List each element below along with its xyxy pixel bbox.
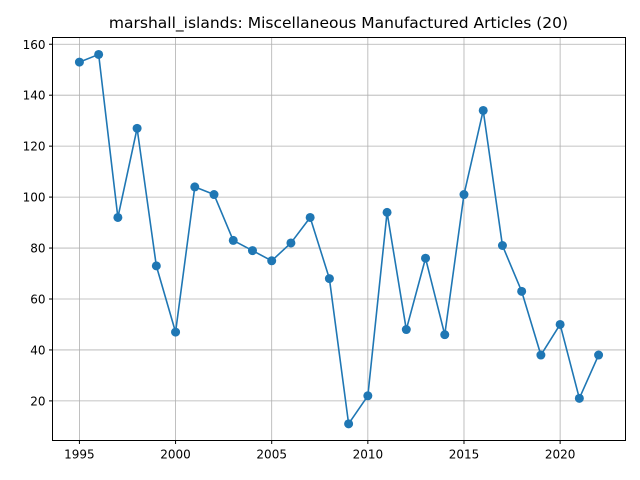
plot-frame <box>52 37 626 441</box>
data-point <box>113 212 123 222</box>
data-point <box>324 274 334 284</box>
data-point <box>305 212 315 222</box>
data-point <box>555 319 565 329</box>
y-tick-label: 120 <box>23 140 46 154</box>
data-point <box>228 235 238 245</box>
data-point <box>459 190 469 200</box>
data-point <box>421 253 431 263</box>
x-tick-label: 1995 <box>64 448 95 462</box>
x-tick-label: 2000 <box>160 448 191 462</box>
x-tick-label: 2010 <box>353 448 384 462</box>
data-point <box>574 393 584 403</box>
data-point <box>401 325 411 335</box>
axes: 1995 2000 2005 2010 2015 20202040608010012014… <box>23 38 576 462</box>
y-tick-label: 80 <box>30 242 45 256</box>
grid <box>52 37 626 441</box>
y-tick-label: 140 <box>23 89 46 103</box>
data-point <box>478 105 488 115</box>
data-point <box>363 391 373 401</box>
x-tick-label: 2005 <box>256 448 287 462</box>
series-layer <box>74 49 604 429</box>
data-point <box>440 330 450 340</box>
chart-title: marshall_islands: Miscellaneous Manufact… <box>109 14 568 33</box>
data-point <box>132 123 142 133</box>
data-point <box>74 57 84 67</box>
data-point <box>382 207 392 217</box>
data-point <box>209 190 219 200</box>
data-point <box>171 327 181 337</box>
y-tick-label: 160 <box>23 38 46 52</box>
data-point <box>267 256 277 266</box>
data-point <box>190 182 200 192</box>
series-line <box>79 53 600 425</box>
x-tick-label: 2015 <box>449 448 480 462</box>
y-tick-label: 20 <box>30 394 45 408</box>
data-point <box>94 49 104 59</box>
data-point <box>594 350 604 360</box>
data-point <box>517 286 527 296</box>
y-tick-label: 40 <box>30 343 45 357</box>
x-tick-label: 2020 <box>545 448 576 462</box>
data-point <box>286 238 296 248</box>
data-point <box>247 246 257 256</box>
data-point <box>497 240 507 250</box>
data-point <box>151 261 161 271</box>
data-point <box>344 419 354 429</box>
y-tick-label: 60 <box>30 292 45 306</box>
data-point <box>536 350 546 360</box>
y-tick-label: 100 <box>23 191 46 205</box>
